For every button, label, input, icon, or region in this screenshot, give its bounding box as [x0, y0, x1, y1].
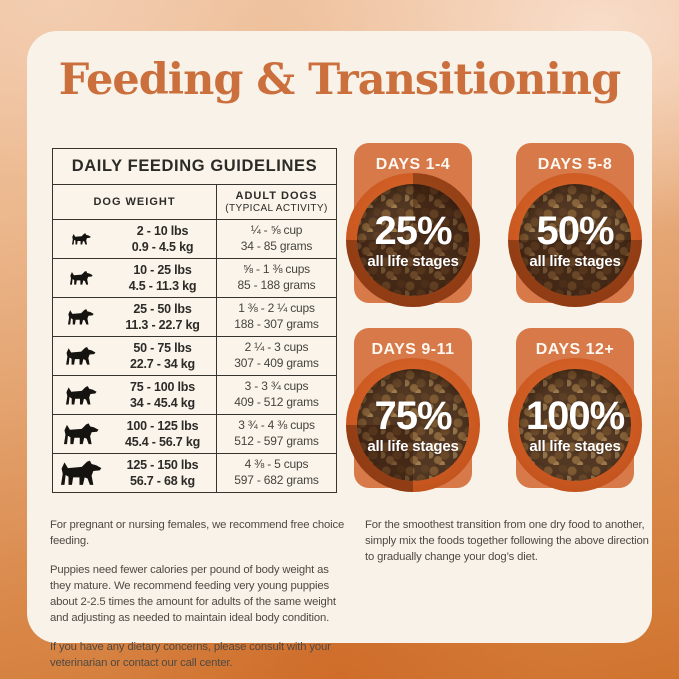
- mix-ratio-shade: [346, 173, 480, 307]
- chihuahua-icon: [71, 233, 91, 245]
- daily-feeding-guidelines-table: DAILY FEEDING GUIDELINES DOG WEIGHT ADUL…: [52, 148, 337, 493]
- table-row: 10 - 25 lbs 4.5 - 11.3 kg ⅝ - 1 ⅜ cups 85 …: [53, 259, 336, 298]
- percent-label: all life stages: [367, 437, 459, 455]
- note-pregnant-nursing: For pregnant or nursing females, we reco…: [50, 519, 345, 548]
- note-transition: For the smoothest transition from one dr…: [365, 519, 649, 564]
- table-header-row: DOG WEIGHT ADULT DOGS (TYPICAL ACTIVITY): [53, 185, 336, 220]
- note-dietary-concerns: If you have any dietary concerns, please…: [50, 641, 331, 670]
- mix-ratio-text: 100% all life stages: [508, 358, 642, 492]
- kibble-texture: [519, 184, 631, 296]
- dog-weight-column-header: DOG WEIGHT: [93, 196, 176, 208]
- kibble-texture: [519, 369, 631, 481]
- table-title: DAILY FEEDING GUIDELINES: [53, 149, 336, 185]
- kibble-bowl: 100% all life stages: [508, 358, 642, 492]
- transition-step-days-5-8: DAYS 5-8 50% all life stages: [500, 143, 650, 315]
- percent-value: 25%: [374, 208, 452, 253]
- transition-step-days-9-11: DAYS 9-11 75% all life stages: [338, 328, 488, 500]
- feeding-guide-panel: Feeding & Transitioning DAILY FEEDING GU…: [27, 31, 652, 669]
- kibble-texture: [357, 184, 469, 296]
- percent-value: 50%: [536, 208, 614, 253]
- kibble-texture: [357, 369, 469, 481]
- mix-ratio-text: 50% all life stages: [508, 173, 642, 307]
- kibble-bowl: 50% all life stages: [508, 173, 642, 307]
- kibble-bowl: 25% all life stages: [346, 173, 480, 307]
- pit-bull-icon: [66, 347, 96, 365]
- percent-label: all life stages: [529, 437, 621, 455]
- transition-notes: For the smoothest transition from one dr…: [365, 517, 650, 578]
- table-row: 100 - 125 lbs 45.4 - 56.7 kg 3 ¾ - 4 ⅜ cu…: [53, 415, 336, 454]
- kibble-bowl: 75% all life stages: [346, 358, 480, 492]
- transition-step-days-1-4: DAYS 1-4 25% all life stages: [338, 143, 488, 315]
- percent-value: 75%: [374, 393, 452, 438]
- mix-ratio-shade: [346, 358, 480, 492]
- table-row: 50 - 75 lbs 22.7 - 34 kg 2 ¼ - 3 cups 307 …: [53, 337, 336, 376]
- transition-step-days-12-plus: DAYS 12+ 100% all life stages: [500, 328, 650, 500]
- spitz-icon: [68, 309, 94, 325]
- note-puppies: Puppies need fewer calories per pound of…: [50, 564, 336, 625]
- mix-ratio-shade: [508, 358, 642, 492]
- adult-dogs-column-header: ADULT DOGS (TYPICAL ACTIVITY): [216, 185, 336, 219]
- percent-label: all life stages: [367, 252, 459, 270]
- french-bulldog-icon: [69, 271, 93, 285]
- table-row: 25 - 50 lbs 11.3 - 22.7 kg 1 ⅜ - 2 ¼ cups…: [53, 298, 336, 337]
- table-row: 125 - 150 lbs 56.7 - 68 kg 4 ⅜ - 5 cups 59…: [53, 454, 336, 492]
- percent-value: 100%: [525, 393, 625, 438]
- great-dane-icon: [65, 385, 97, 404]
- percent-label: all life stages: [529, 252, 621, 270]
- feeding-notes: For pregnant or nursing females, we reco…: [50, 517, 346, 679]
- mix-ratio-shade: [508, 173, 642, 307]
- mix-ratio-text: 25% all life stages: [346, 173, 480, 307]
- labrador-icon: [63, 423, 99, 445]
- mix-ratio-text: 75% all life stages: [346, 358, 480, 492]
- page-title: Feeding & Transitioning: [58, 55, 621, 105]
- mountain-dog-icon: [60, 460, 101, 485]
- table-row: 2 - 10 lbs 0.9 - 4.5 kg ¼ - ⅝ cup 34 - 85 …: [53, 220, 336, 259]
- table-row: 75 - 100 lbs 34 - 45.4 kg 3 - 3 ¾ cups 409…: [53, 376, 336, 415]
